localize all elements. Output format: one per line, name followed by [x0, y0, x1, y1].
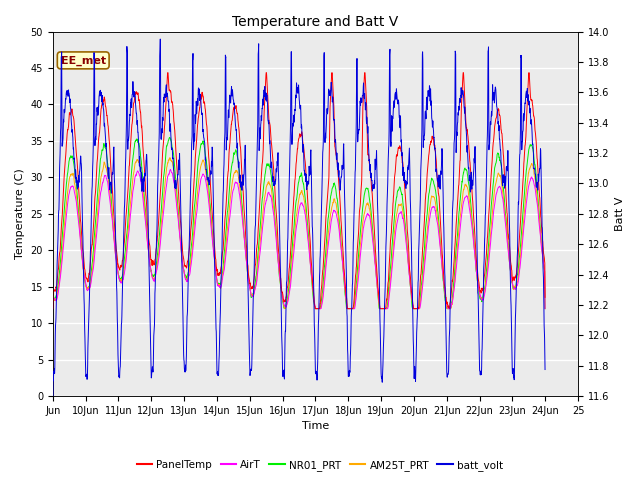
X-axis label: Time: Time — [302, 421, 329, 432]
Title: Temperature and Batt V: Temperature and Batt V — [232, 15, 399, 29]
Text: EE_met: EE_met — [61, 55, 106, 65]
Y-axis label: Batt V: Batt V — [615, 197, 625, 231]
Y-axis label: Temperature (C): Temperature (C) — [15, 168, 25, 259]
Legend: PanelTemp, AirT, NR01_PRT, AM25T_PRT, batt_volt: PanelTemp, AirT, NR01_PRT, AM25T_PRT, ba… — [132, 456, 508, 475]
